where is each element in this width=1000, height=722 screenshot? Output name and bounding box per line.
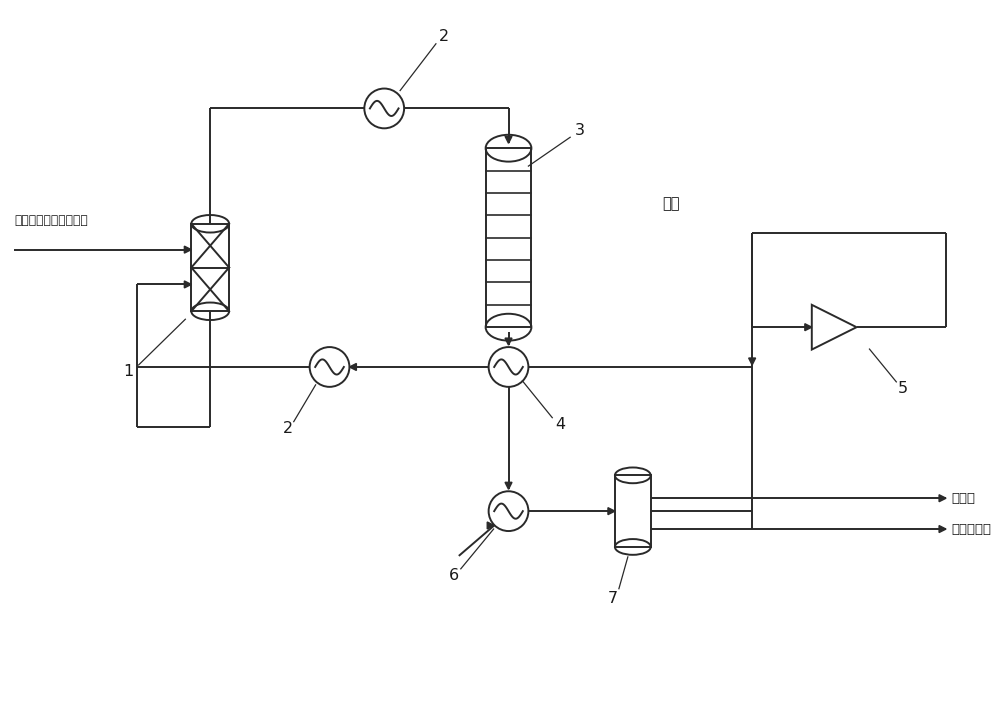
Text: 1: 1 bbox=[124, 365, 134, 380]
Polygon shape bbox=[939, 526, 946, 533]
Bar bbox=[191, 224, 229, 311]
Polygon shape bbox=[749, 358, 756, 365]
Text: 6: 6 bbox=[449, 568, 459, 583]
Text: 2: 2 bbox=[283, 421, 293, 436]
Polygon shape bbox=[608, 508, 615, 515]
Text: 液相粗甲醇: 液相粗甲醇 bbox=[951, 523, 991, 536]
Text: 驰放气: 驰放气 bbox=[951, 492, 975, 505]
Text: 3: 3 bbox=[575, 123, 585, 138]
Polygon shape bbox=[939, 495, 946, 502]
Polygon shape bbox=[184, 281, 191, 288]
Text: 草酸二甲酯合成副产物: 草酸二甲酯合成副产物 bbox=[14, 214, 88, 227]
Bar bbox=[486, 148, 531, 327]
Polygon shape bbox=[184, 246, 191, 253]
Bar bbox=[615, 475, 651, 547]
Text: 7: 7 bbox=[608, 591, 618, 606]
Polygon shape bbox=[505, 338, 512, 345]
Text: 2: 2 bbox=[439, 30, 449, 44]
Polygon shape bbox=[487, 522, 494, 529]
Text: 4: 4 bbox=[555, 417, 565, 432]
Text: 氢气: 氢气 bbox=[663, 196, 680, 211]
Polygon shape bbox=[349, 363, 356, 370]
Polygon shape bbox=[505, 482, 512, 490]
Polygon shape bbox=[805, 323, 812, 331]
Text: 5: 5 bbox=[898, 381, 908, 396]
Polygon shape bbox=[505, 136, 512, 143]
